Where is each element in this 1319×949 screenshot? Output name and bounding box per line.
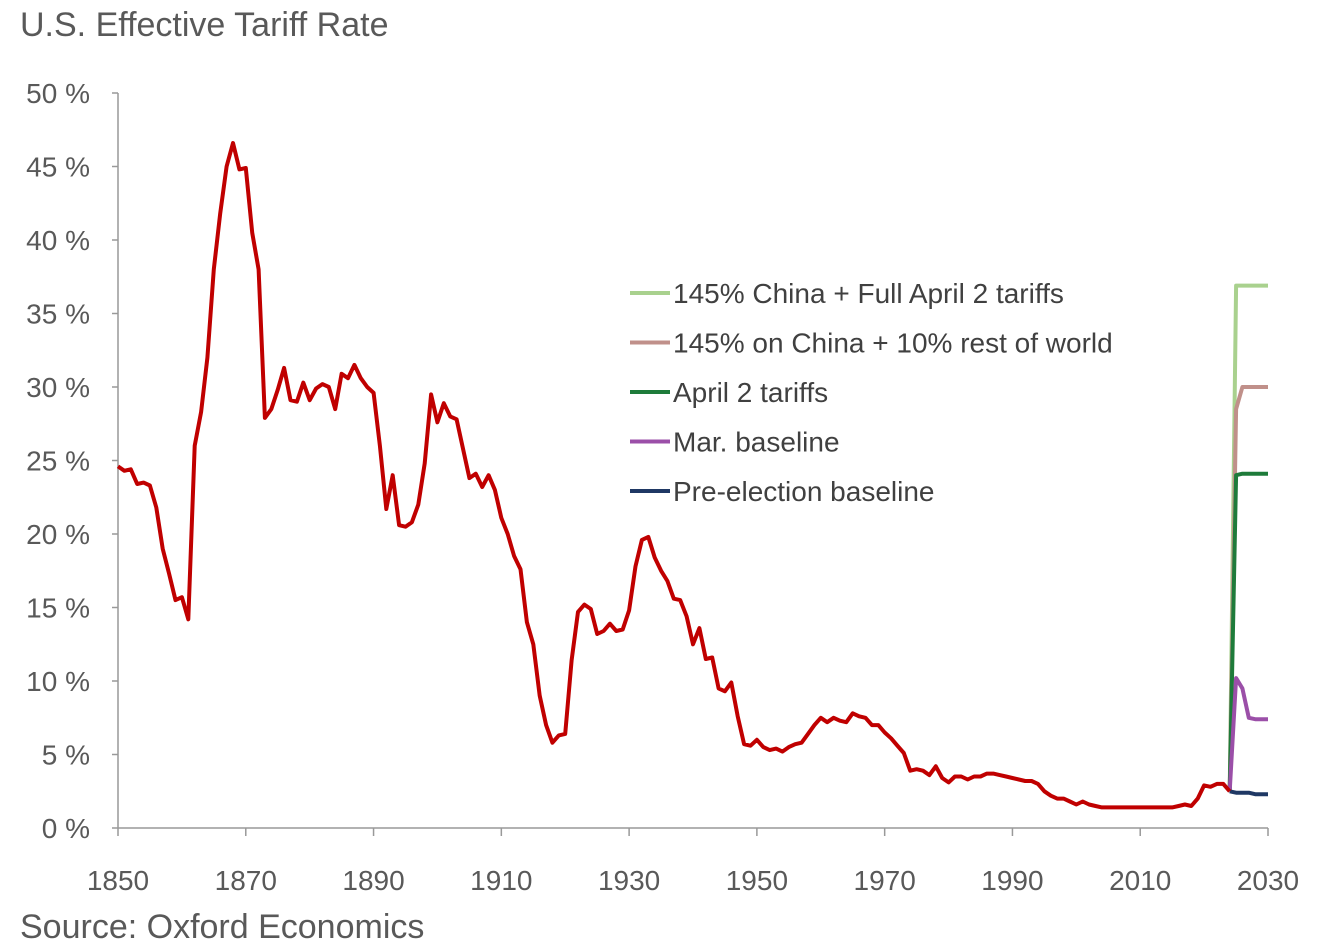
series-line <box>1227 283 1268 792</box>
legend-label: 145% China + Full April 2 tariffs <box>673 278 1064 309</box>
series-line <box>1227 385 1268 792</box>
series-line <box>1227 676 1268 792</box>
y-tick-label: 25 % <box>26 446 90 477</box>
legend-label: 145% on China + 10% rest of world <box>673 328 1113 359</box>
y-tick-label: 50 % <box>26 78 90 109</box>
y-tick-label: 15 % <box>26 593 90 624</box>
y-tick-label: 0 % <box>42 813 90 844</box>
x-tick-label: 1930 <box>598 865 660 896</box>
x-tick-label: 2030 <box>1237 865 1299 896</box>
x-tick-label: 1870 <box>215 865 277 896</box>
series-line <box>1229 789 1268 797</box>
x-tick-label: 1970 <box>854 865 916 896</box>
y-tick-label: 35 % <box>26 299 90 330</box>
source-note: Source: Oxford Economics <box>20 908 424 944</box>
x-tick-label: 1990 <box>981 865 1043 896</box>
x-tick-label: 2010 <box>1109 865 1171 896</box>
legend-label: April 2 tariffs <box>673 377 828 408</box>
y-tick-label: 10 % <box>26 666 90 697</box>
legend-label: Mar. baseline <box>673 427 840 458</box>
y-tick-label: 20 % <box>26 519 90 550</box>
x-tick-label: 1850 <box>87 865 149 896</box>
y-tick-label: 40 % <box>26 225 90 256</box>
y-tick-label: 30 % <box>26 372 90 403</box>
x-tick-label: 1890 <box>342 865 404 896</box>
series-line <box>116 141 1232 810</box>
y-tick-label: 45 % <box>26 152 90 183</box>
x-tick-label: 1950 <box>726 865 788 896</box>
chart-title: U.S. Effective Tariff Rate <box>20 6 389 44</box>
legend-label: Pre-election baseline <box>673 476 935 507</box>
series-line <box>1227 471 1268 792</box>
y-tick-label: 5 % <box>42 740 90 771</box>
x-tick-label: 1910 <box>470 865 532 896</box>
